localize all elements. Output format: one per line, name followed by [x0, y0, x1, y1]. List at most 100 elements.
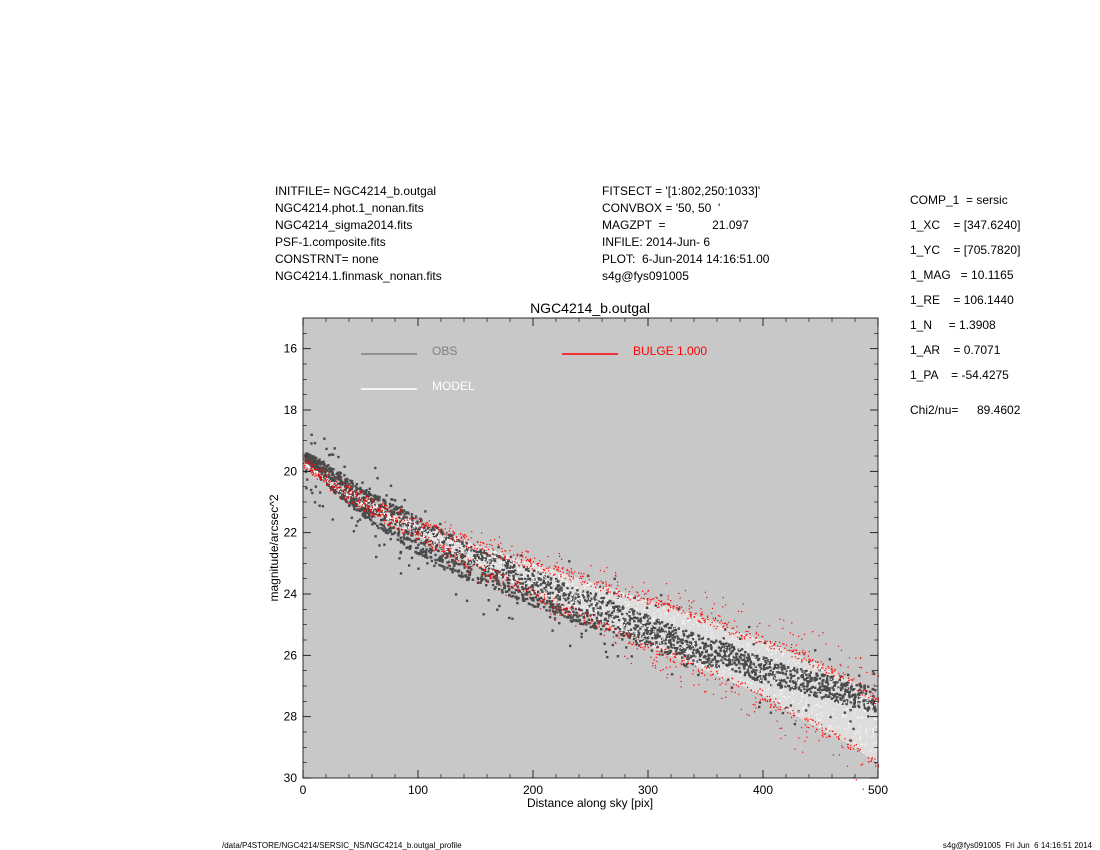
model-point	[513, 581, 515, 583]
model-point	[588, 601, 590, 603]
obs-point	[766, 659, 770, 662]
bulge-point	[539, 593, 541, 595]
bulge-point	[530, 565, 532, 567]
obs-point	[526, 574, 530, 577]
obs-point	[776, 683, 780, 687]
model-point	[639, 601, 641, 603]
bulge-point	[640, 646, 642, 648]
bulge-point	[373, 513, 375, 515]
model-point	[742, 645, 744, 647]
model-point	[616, 611, 618, 613]
obs-point	[656, 632, 659, 635]
obs-point	[707, 638, 710, 641]
obs-point	[357, 509, 361, 512]
obs-point	[398, 522, 402, 525]
bulge-point	[604, 630, 606, 632]
model-point	[568, 591, 570, 593]
obs-point	[573, 619, 576, 622]
model-point	[698, 663, 700, 665]
bulge-point	[428, 540, 430, 543]
bulge-point	[566, 569, 568, 571]
bulge-point	[583, 573, 585, 575]
obs-point	[596, 619, 599, 622]
obs-point	[567, 594, 570, 597]
obs-point	[455, 555, 458, 559]
obs-point	[675, 647, 679, 651]
model-point	[596, 601, 599, 603]
obs-point	[596, 611, 600, 614]
obs-point	[368, 509, 371, 513]
model-point	[802, 707, 805, 709]
model-point	[808, 704, 810, 706]
bulge-point	[674, 656, 676, 658]
bulge-point	[559, 603, 561, 605]
obs-point	[330, 473, 334, 476]
model-point	[653, 615, 656, 617]
obs-point	[753, 672, 757, 675]
model-point	[386, 517, 388, 519]
obs-point	[331, 478, 334, 482]
obs-point	[480, 579, 483, 582]
obs-point	[817, 688, 820, 692]
bulge-point	[619, 595, 621, 597]
bulge-point	[543, 596, 545, 598]
bulge-point	[726, 623, 728, 625]
obs-point	[476, 576, 479, 580]
bulge-point	[433, 525, 435, 528]
bulge-point	[561, 568, 563, 570]
obs-point	[548, 596, 551, 600]
model-point	[547, 589, 549, 592]
obs-point	[824, 686, 827, 690]
bulge-point	[816, 728, 818, 730]
bulge-point	[583, 618, 585, 620]
obs-point	[742, 666, 746, 669]
obs-point	[433, 564, 436, 568]
obs-point	[324, 470, 328, 473]
model-point	[540, 587, 542, 589]
obs-point	[611, 620, 615, 623]
obs-point	[443, 566, 446, 569]
model-point	[666, 633, 668, 635]
model-point	[826, 730, 828, 732]
model-point	[858, 733, 860, 735]
mask-file-line: NGC4214.1.finmask_nonan.fits	[275, 269, 442, 283]
obs-point	[622, 634, 625, 637]
obs-point	[708, 662, 711, 666]
obs-point	[397, 534, 400, 537]
bulge-point	[824, 669, 826, 671]
obs-point	[523, 599, 526, 602]
obs-point	[681, 652, 684, 655]
obs-point	[402, 509, 406, 512]
obs-point	[628, 610, 631, 613]
obs-point	[465, 542, 468, 545]
obs-point	[350, 481, 353, 485]
obs-point	[508, 570, 512, 573]
obs-point	[446, 555, 449, 559]
model-point	[695, 622, 698, 624]
obs-point	[672, 639, 675, 642]
obs-point	[426, 556, 429, 559]
model-point	[507, 555, 509, 557]
obs-point	[331, 487, 334, 491]
bulge-point	[357, 506, 359, 508]
model-point	[515, 560, 517, 563]
obs-point	[587, 595, 590, 598]
model-point	[353, 494, 355, 496]
obs-point	[414, 550, 418, 554]
bulge-point	[563, 608, 565, 610]
model-point	[797, 703, 800, 705]
bulge-point	[809, 659, 811, 662]
model-point	[606, 599, 608, 601]
obs-point	[333, 490, 336, 494]
model-point	[697, 655, 699, 657]
bulge-point	[731, 690, 733, 693]
obs-point	[837, 686, 840, 689]
obs-point	[453, 564, 456, 567]
bulge-point	[853, 745, 856, 747]
obs-point	[482, 577, 485, 581]
model-point	[479, 555, 481, 557]
obs-point	[511, 617, 514, 620]
obs-point	[520, 577, 523, 581]
bulge-point	[399, 509, 401, 511]
obs-point	[731, 668, 734, 671]
